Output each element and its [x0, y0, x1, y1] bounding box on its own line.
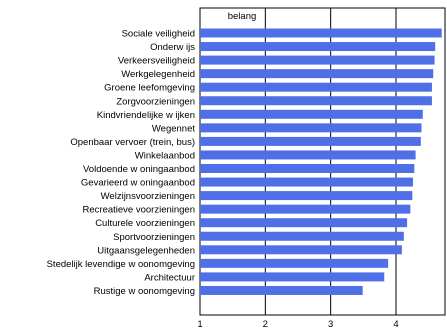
bar — [200, 28, 442, 38]
bar — [200, 123, 422, 133]
bar — [200, 69, 434, 79]
bar — [200, 218, 408, 228]
bar — [200, 204, 411, 214]
x-tick-label: 1 — [197, 319, 202, 330]
category-label: Werkgelegenheid — [121, 69, 195, 80]
category-label: Onderw ijs — [150, 42, 195, 53]
chart-title: belang — [228, 11, 257, 22]
bar — [200, 150, 416, 160]
category-label: Wegennet — [152, 123, 195, 134]
category-label: Architectuur — [144, 272, 195, 283]
bar — [200, 55, 435, 65]
category-label: Groene leefomgeving — [104, 83, 195, 94]
bar — [200, 191, 413, 201]
bar — [200, 96, 432, 106]
x-tick-label: 4 — [393, 319, 398, 330]
category-label: Recreatieve voorzieningen — [83, 205, 195, 216]
category-label: Uitgaansgelegenheden — [97, 245, 195, 256]
plot-area — [199, 7, 446, 316]
bar — [200, 109, 423, 119]
bar — [200, 82, 432, 92]
x-tick-labels: 1 2 3 4 — [197, 319, 398, 330]
category-label: Voldoende w oningaanbod — [83, 164, 195, 175]
category-label: Sociale veiligheid — [122, 29, 195, 40]
bar — [200, 258, 389, 268]
bar — [200, 245, 402, 255]
bar — [200, 272, 385, 282]
category-label: Gevarieerd w oningaanbod — [81, 178, 195, 189]
category-label: Welzijnsvoorzieningen — [101, 191, 195, 202]
category-label: Openbaar vervoer (trein, bus) — [70, 137, 195, 148]
bar — [200, 285, 363, 295]
bars — [200, 28, 442, 295]
bar — [200, 136, 421, 146]
bar — [200, 42, 436, 52]
category-label: Culturele voorzieningen — [95, 218, 195, 229]
bar — [200, 177, 413, 187]
bar — [200, 164, 415, 173]
category-label: Stedelijk levendige w oonomgeving — [47, 259, 195, 270]
category-label: Kindvriendelijke w ijken — [97, 110, 195, 121]
category-labels: Sociale veiligheid Onderw ijs Verkeersveil… — [47, 29, 196, 297]
x-tick-label: 2 — [263, 319, 268, 330]
category-label: Winkelaanbod — [135, 150, 195, 161]
category-label: Rustige w oonomgeving — [94, 286, 195, 297]
category-label: Sportvoorzieningen — [113, 232, 195, 243]
bar — [200, 231, 404, 241]
category-label: Zorgvoorzieningen — [116, 96, 195, 107]
x-tick-label: 3 — [328, 319, 333, 330]
category-label: Verkeersveiligheid — [118, 56, 195, 67]
